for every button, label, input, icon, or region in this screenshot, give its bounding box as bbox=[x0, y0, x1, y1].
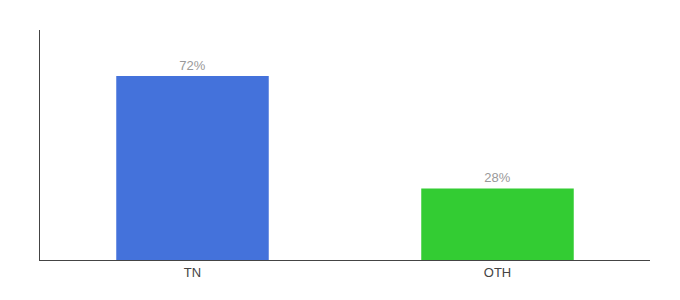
svg-text:TN: TN bbox=[184, 265, 201, 280]
svg-text:72%: 72% bbox=[179, 58, 205, 73]
svg-text:OTH: OTH bbox=[484, 265, 511, 280]
svg-text:28%: 28% bbox=[484, 170, 510, 185]
